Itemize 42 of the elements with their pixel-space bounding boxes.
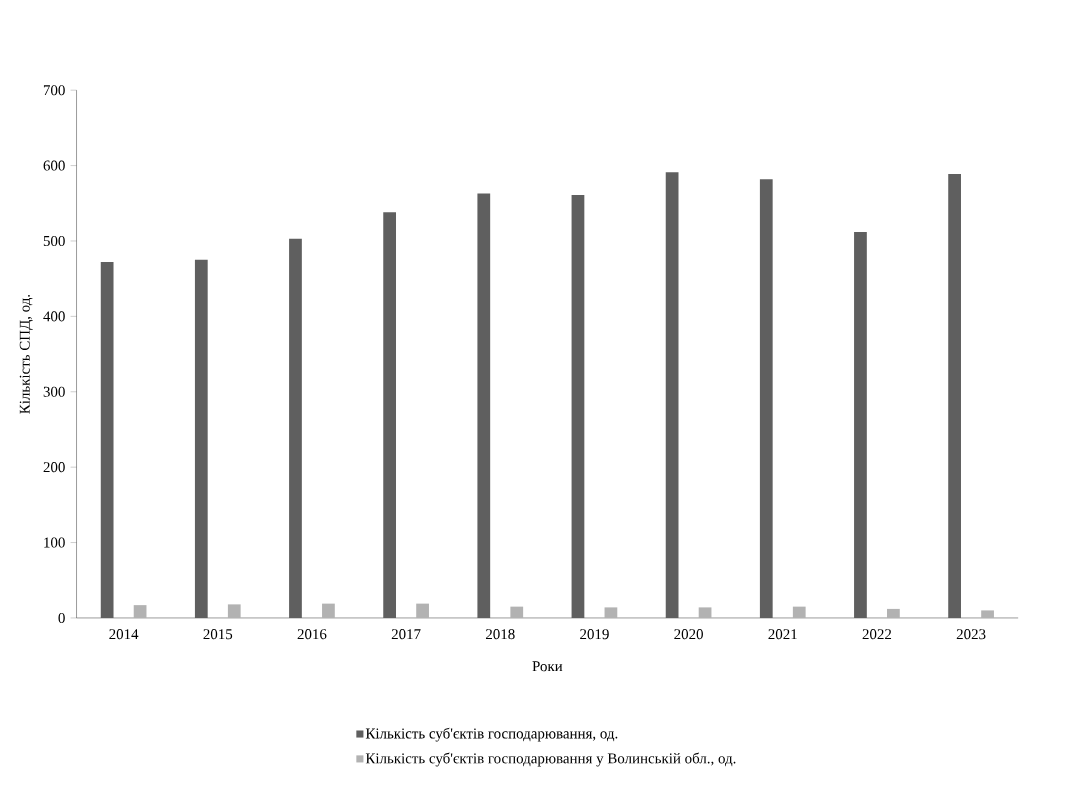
bar	[571, 195, 585, 619]
bar	[510, 606, 524, 619]
bar	[133, 605, 147, 619]
y-tick-label: 500	[43, 236, 65, 247]
x-tick-label: 2018	[485, 629, 515, 640]
bar	[948, 173, 961, 619]
bar	[698, 607, 712, 619]
bar	[887, 608, 900, 619]
bar	[759, 179, 773, 619]
y-tick-label: 400	[43, 311, 65, 322]
y-tick-label: 300	[43, 386, 65, 397]
y-tick-label: 200	[43, 462, 65, 473]
bar	[227, 604, 241, 619]
bar	[416, 603, 429, 619]
bar	[981, 610, 994, 619]
x-axis-title: Роки	[532, 661, 563, 672]
legend-label: Кількість суб'єктів господарювання, од.	[365, 727, 618, 742]
bar	[100, 262, 114, 619]
bar	[289, 238, 302, 619]
bar	[383, 212, 397, 619]
y-tick-label: 600	[43, 160, 65, 171]
x-tick-label: 2015	[203, 629, 233, 640]
y-axis-title: Кількість СПД, од.	[19, 294, 33, 414]
bar	[477, 193, 491, 619]
bar	[322, 603, 335, 619]
x-tick-label: 2014	[109, 629, 139, 640]
y-tick-label: 100	[44, 537, 65, 548]
bar	[792, 606, 806, 619]
bar	[854, 231, 867, 619]
legend-label: Кількість суб'єктів господарювання у Волинській обл., од.	[365, 752, 736, 767]
x-tick-label: 2022	[862, 629, 892, 640]
x-tick-label: 2016	[297, 629, 327, 640]
x-tick-label: 2017	[391, 629, 421, 640]
x-tick-label: 2020	[674, 629, 703, 640]
bar	[194, 259, 208, 619]
bar	[604, 607, 618, 619]
bar	[665, 172, 679, 619]
x-tick-label: 2023	[956, 629, 986, 640]
x-tick-label: 2019	[580, 629, 609, 640]
x-tick-label: 2021	[768, 629, 797, 640]
y-tick-label: 700	[43, 85, 65, 96]
y-tick-label: 0	[58, 612, 65, 624]
